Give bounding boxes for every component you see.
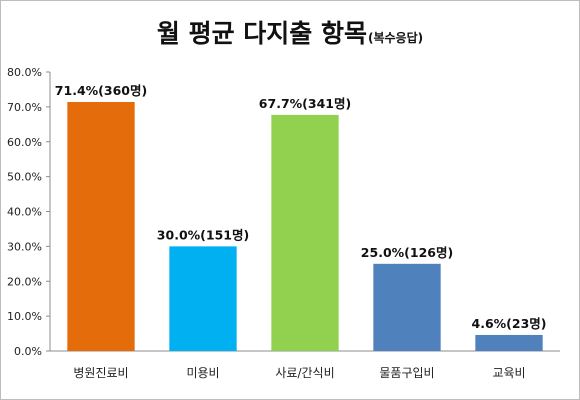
bar-3 (271, 114, 339, 352)
y-tick-label: 70.0% (7, 101, 42, 114)
data-label: 25.0%(126명) (361, 245, 453, 260)
y-tick-label: 60.0% (7, 136, 42, 149)
data-labels: 71.4%(360명) 30.0%(151명) 67.7%(341명) 25.0%(1… (55, 83, 547, 331)
y-tick-label: 0.0% (14, 345, 42, 358)
bar-4 (373, 263, 441, 351)
chart-title-row: 월 평균 다지출 항목(복수응답) (0, 14, 580, 50)
category-label: 미용비 (186, 366, 219, 380)
y-tick-label: 80.0% (7, 66, 42, 79)
y-axis-ticks: 0.0% 10.0% 20.0% 30.0% 40.0% 50.0% 60.0% 70.0% 8… (7, 66, 50, 358)
y-tick-label: 40.0% (7, 206, 42, 219)
data-label: 67.7%(341명) (259, 96, 351, 111)
y-tick-label: 20.0% (7, 275, 42, 288)
chart-subtitle: (복수응답) (367, 31, 424, 45)
category-label: 물품구입비 (379, 366, 434, 380)
chart-bars (67, 101, 543, 352)
data-label: 30.0%(151명) (157, 227, 249, 242)
data-label: 4.6%(23명) (472, 316, 547, 331)
x-axis-categories: 병원진료비 미용비 사료/간식비 물품구입비 교육비 (73, 366, 525, 380)
data-label: 71.4%(360명) (55, 83, 147, 98)
category-label: 병원진료비 (73, 366, 128, 380)
bar-1 (67, 101, 135, 352)
category-label: 교육비 (492, 366, 525, 380)
chart-title: 월 평균 다지출 항목 (156, 19, 367, 48)
y-tick-label: 30.0% (7, 240, 42, 253)
y-tick-label: 10.0% (7, 310, 42, 323)
bar-5 (475, 334, 543, 351)
category-label: 사료/간식비 (275, 366, 334, 380)
bar-2 (169, 246, 237, 351)
y-tick-label: 50.0% (7, 171, 42, 184)
